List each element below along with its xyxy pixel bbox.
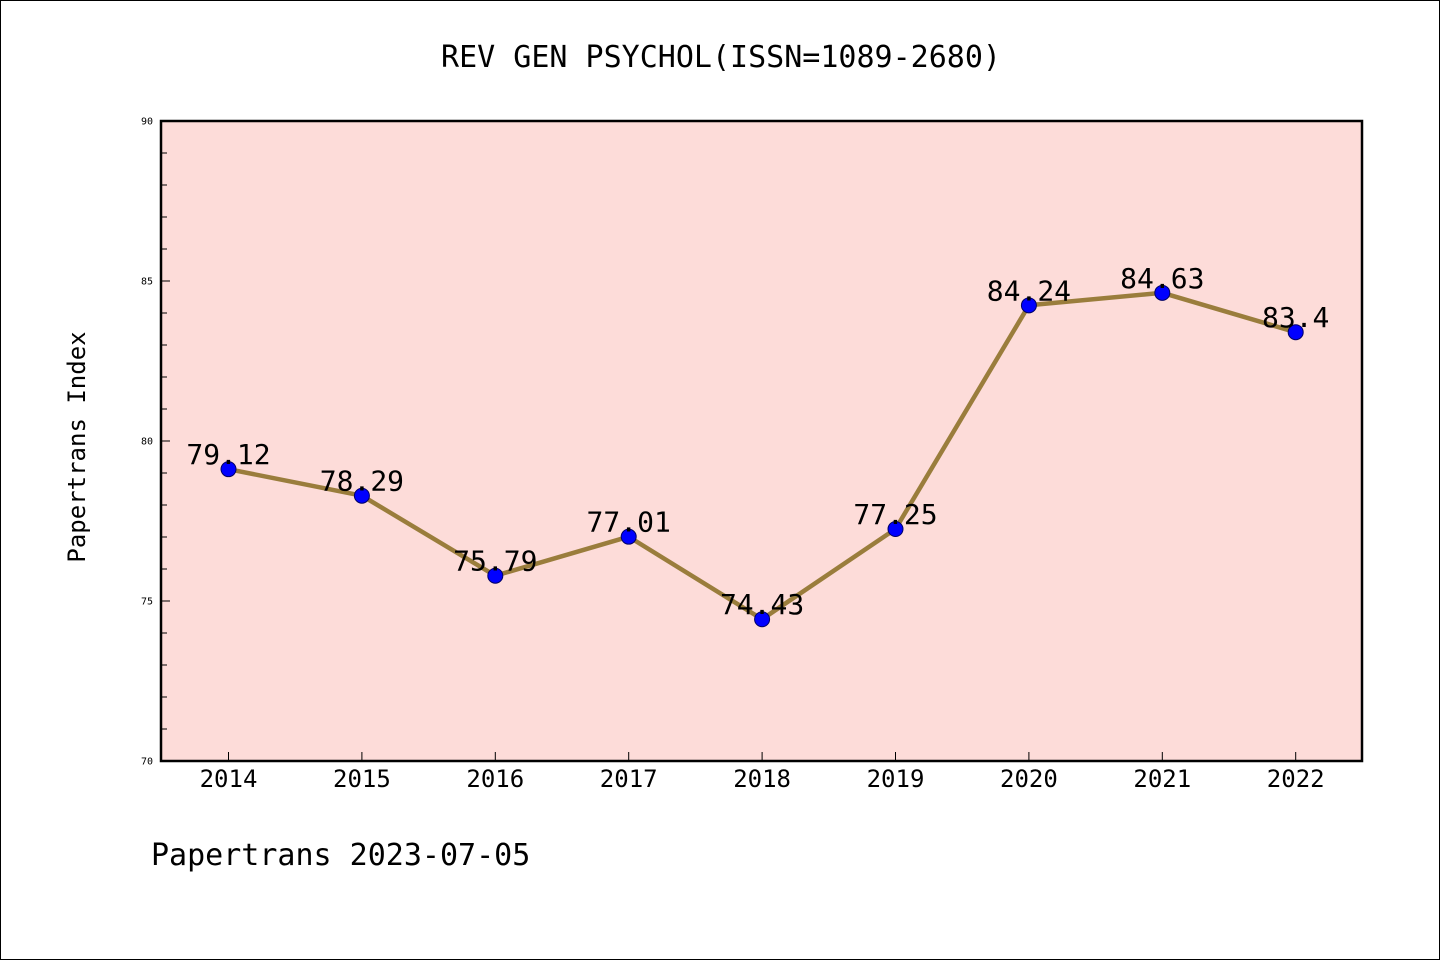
data-series (220, 284, 1304, 628)
data-label: 79.12 (186, 438, 270, 471)
x-tick-label: 2021 (1133, 765, 1191, 793)
y-tick-label: 70 (141, 757, 153, 768)
x-axis: 2014 2015 2016 2017 2018 2019 2020 2021 2022 (200, 752, 1325, 793)
data-point (1287, 324, 1304, 341)
x-tick-label: 2014 (200, 765, 258, 793)
y-tick-label: 85 (141, 277, 153, 288)
data-point (1154, 284, 1171, 301)
x-tick-label: 2016 (466, 765, 524, 793)
data-point (220, 461, 237, 478)
data-label: 77.01 (587, 506, 671, 539)
data-labels: 79.12 78.29 75.79 77.01 74.43 77.25 84.24 84.63… (186, 262, 1329, 621)
chart-title: REV GEN PSYCHOL(ISSN=1089-2680) (441, 40, 1001, 75)
y-tick-label: 80 (141, 437, 153, 448)
data-point (887, 521, 904, 537)
y-axis-label: Papertrans Index (63, 331, 91, 562)
x-tick-label: 2022 (1267, 765, 1325, 793)
y-tick-label: 90 (141, 117, 153, 128)
plot-area (161, 121, 1362, 761)
data-point (620, 528, 637, 545)
x-tick-label: 2017 (600, 765, 658, 793)
data-label: 78.29 (320, 465, 404, 498)
data-point (353, 487, 370, 504)
data-label: 83.4 (1262, 301, 1329, 334)
x-tick-label: 2015 (333, 765, 391, 793)
data-point (1020, 297, 1037, 314)
data-point (754, 611, 771, 628)
data-label: 77.25 (853, 498, 937, 531)
footer-caption: Papertrans 2023-07-05 (151, 838, 530, 873)
x-tick-label: 2018 (733, 765, 791, 793)
data-label: 75.79 (453, 545, 537, 578)
y-tick-label: 75 (141, 597, 153, 608)
data-label: 74.43 (720, 588, 804, 621)
x-tick-label: 2019 (867, 765, 925, 793)
data-point (487, 567, 504, 584)
x-tick-label: 2020 (1000, 765, 1058, 793)
data-label: 84.24 (987, 274, 1071, 307)
plot-border (159, 119, 1364, 763)
data-label: 84.63 (1120, 262, 1204, 295)
